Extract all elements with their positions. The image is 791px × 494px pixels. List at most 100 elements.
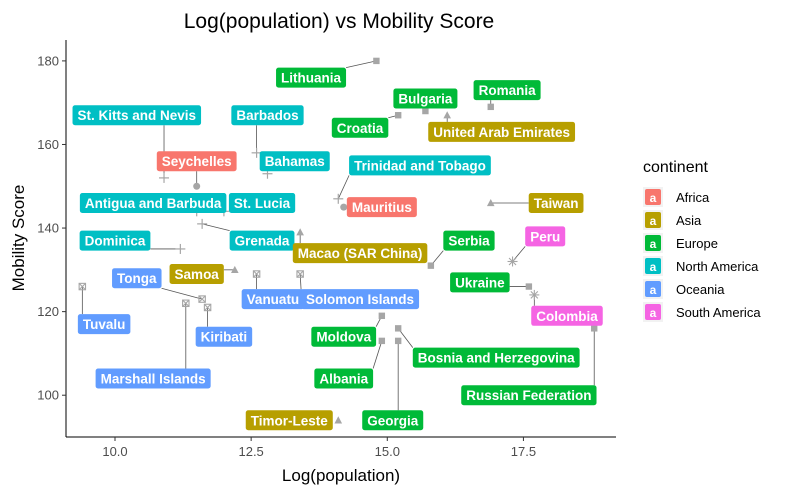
data-label: Marshall Islands [95, 368, 211, 389]
legend-item: a Asia [643, 210, 702, 230]
data-label: Barbados [231, 105, 304, 126]
chart-title: Log(population) vs Mobility Score [184, 10, 495, 33]
svg-text:United Arab Emirates: United Arab Emirates [433, 125, 570, 140]
data-point [394, 112, 402, 119]
svg-text:Taiwan: Taiwan [534, 196, 579, 211]
svg-text:Grenada: Grenada [235, 234, 290, 249]
data-label: Albania [314, 368, 374, 389]
leader-line [337, 175, 350, 199]
data-label: St. Kitts and Nevis [72, 105, 202, 126]
svg-text:South America: South America [676, 305, 761, 320]
svg-text:St. Kitts and Nevis: St. Kitts and Nevis [78, 108, 197, 123]
svg-text:Colombia: Colombia [536, 309, 598, 324]
data-point [525, 283, 533, 290]
svg-text:Macao (SAR China): Macao (SAR China) [298, 246, 423, 261]
svg-text:Lithuania: Lithuania [281, 71, 341, 86]
y-tick-label: 120 [37, 304, 59, 319]
data-point [422, 107, 429, 115]
data-label: Croatia [331, 117, 389, 138]
svg-text:a: a [650, 283, 657, 297]
data-label: Lithuania [276, 67, 347, 88]
data-label: Grenada [229, 230, 295, 251]
svg-text:Trinidad and Tobago: Trinidad and Tobago [354, 158, 486, 173]
svg-text:Oceania: Oceania [676, 282, 725, 297]
data-point [296, 270, 304, 278]
data-point [203, 303, 212, 312]
svg-text:a: a [650, 306, 657, 320]
data-label: Bulgaria [393, 88, 458, 109]
y-tick-label: 100 [37, 388, 59, 403]
svg-text:Bahamas: Bahamas [265, 154, 325, 169]
svg-text:a: a [650, 237, 657, 251]
y-tick-label: 180 [37, 53, 59, 68]
data-label: Peru [525, 226, 566, 247]
svg-text:Europe: Europe [676, 236, 718, 251]
data-label: Taiwan [528, 192, 584, 213]
svg-text:Albania: Albania [319, 371, 368, 386]
x-tick-label: 10.0 [102, 444, 127, 459]
legend-item: a Africa [643, 187, 710, 207]
data-point [159, 172, 170, 183]
svg-text:Croatia: Croatia [337, 121, 384, 136]
svg-text:St. Lucia: St. Lucia [234, 196, 291, 211]
svg-text:Mauritius: Mauritius [352, 200, 412, 215]
svg-text:Vanuatu: Vanuatu [247, 292, 300, 307]
data-point [443, 111, 451, 119]
data-point [378, 337, 386, 345]
data-label: Kiribati [195, 326, 253, 347]
data-label: Moldova [311, 326, 377, 347]
data-label: Vanuatu [241, 289, 305, 310]
svg-text:Asia: Asia [676, 213, 702, 228]
data-label: United Arab Emirates [428, 121, 576, 142]
y-axis-title: Mobility Score [9, 185, 28, 292]
svg-text:Romania: Romania [479, 83, 537, 98]
data-point [231, 265, 239, 274]
data-point [296, 228, 304, 236]
svg-text:Kiribati: Kiribati [201, 330, 248, 345]
axes: 10.0 12.5 15.0 17.5 100 120 140 160 180 [37, 40, 616, 459]
data-point [378, 312, 386, 320]
svg-text:Bulgaria: Bulgaria [398, 92, 453, 107]
svg-text:Russian Federation: Russian Federation [466, 388, 591, 403]
data-label: Ukraine [450, 272, 510, 293]
data-point [333, 193, 344, 204]
data-label: Tuvalu [77, 314, 131, 335]
data-label: Solomon Islands [301, 289, 420, 310]
data-label: St. Lucia [228, 192, 296, 213]
svg-text:Dominica: Dominica [85, 234, 146, 249]
data-point [252, 270, 261, 278]
legend-item: a Europe [643, 233, 718, 253]
data-label: Bosnia and Herzegovina [412, 347, 580, 368]
data-point [394, 325, 402, 332]
data-label: Colombia [531, 305, 603, 326]
data-label: Timor-Leste [245, 410, 333, 431]
data-label: Serbia [443, 230, 495, 251]
data-label: Tonga [112, 268, 162, 289]
y-tick-label: 160 [37, 137, 59, 152]
svg-text:Antigua and Barbuda: Antigua and Barbuda [85, 196, 222, 211]
data-point [175, 243, 186, 254]
data-point [78, 282, 87, 291]
data-point [340, 203, 348, 211]
svg-text:a: a [650, 191, 657, 205]
data-point [198, 295, 206, 303]
svg-text:a: a [650, 214, 657, 228]
svg-text:Peru: Peru [530, 229, 560, 244]
leader-line [161, 287, 203, 300]
data-point [591, 325, 598, 332]
legend-item: a Oceania [643, 279, 725, 299]
data-point [486, 198, 495, 207]
data-point [507, 256, 518, 267]
leader-line [397, 328, 414, 348]
legend-item: a South America [643, 302, 761, 322]
data-label: Mauritius [346, 197, 417, 218]
svg-text:Moldova: Moldova [316, 330, 371, 345]
legend-item: a North America [643, 256, 759, 276]
svg-text:Solomon Islands: Solomon Islands [306, 292, 414, 307]
svg-text:Serbia: Serbia [448, 234, 490, 249]
data-point [487, 103, 494, 111]
x-tick-label: 17.5 [511, 444, 536, 459]
leader-line [202, 223, 230, 231]
data-label: Bahamas [259, 151, 330, 172]
